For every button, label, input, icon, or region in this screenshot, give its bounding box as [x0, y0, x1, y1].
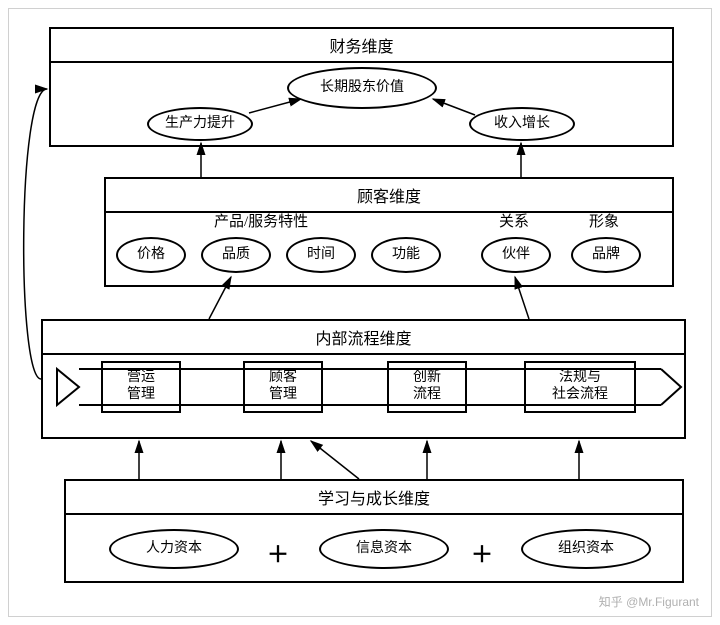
plus-1: ＋: [267, 537, 289, 569]
node-shareholder-value: 长期股东价值: [287, 67, 437, 109]
label-image: 形象: [589, 210, 619, 231]
node-price: 价格: [116, 237, 186, 273]
node-brand: 品牌: [571, 237, 641, 273]
financial-title: 财务维度: [51, 29, 672, 63]
node-function: 功能: [371, 237, 441, 273]
node-innovation: 创新 流程: [387, 361, 467, 413]
node-org-capital: 组织资本: [521, 529, 651, 569]
node-partner: 伙伴: [481, 237, 551, 273]
node-revenue-growth: 收入增长: [469, 107, 575, 141]
node-productivity: 生产力提升: [147, 107, 253, 141]
internal-title: 内部流程维度: [43, 321, 684, 355]
node-regulatory: 法规与 社会流程: [524, 361, 636, 413]
label-relationship: 关系: [499, 210, 529, 231]
node-time: 时间: [286, 237, 356, 273]
node-operations: 营运 管理: [101, 361, 181, 413]
customer-title: 顾客维度: [106, 179, 672, 213]
node-customer-mgmt: 顾客 管理: [243, 361, 323, 413]
node-quality: 品质: [201, 237, 271, 273]
watermark: 知乎 @Mr.Figurant: [599, 593, 699, 610]
learning-title: 学习与成长维度: [66, 481, 682, 515]
diagram-canvas: 财务维度 长期股东价值 生产力提升 收入增长 顾客维度 产品/服务特性 关系 形…: [8, 8, 712, 617]
node-info-capital: 信息资本: [319, 529, 449, 569]
node-human-capital: 人力资本: [109, 529, 239, 569]
plus-2: ＋: [471, 537, 493, 569]
label-attributes: 产品/服务特性: [214, 210, 308, 231]
